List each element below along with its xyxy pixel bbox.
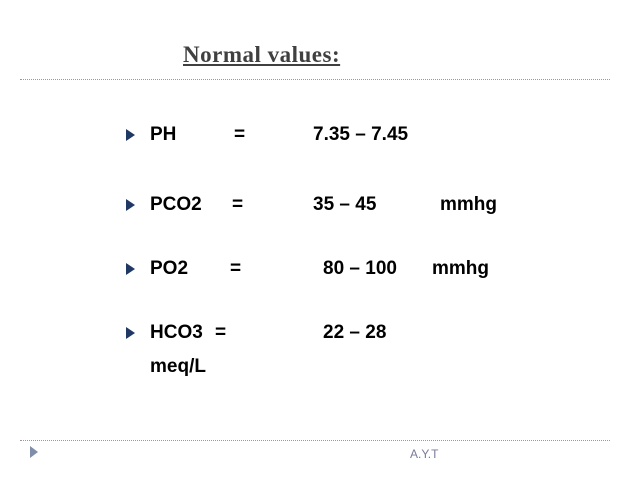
item-range: 7.35 – 7.45 (313, 124, 409, 145)
slide-title: Normal values: (183, 42, 341, 67)
bullet (126, 263, 135, 275)
item-equals: = (230, 258, 242, 279)
item-equals: = (215, 322, 227, 343)
bullet (126, 199, 135, 211)
item-label: HCO3 (150, 322, 203, 343)
item-range: 22 – 28 (323, 322, 387, 343)
item-equals: = (232, 194, 244, 215)
item-range: 35 – 45 (313, 194, 377, 215)
item-unit: mmhg (440, 194, 497, 215)
item-label: PO2 (150, 258, 189, 279)
item-unit: mmhg (432, 258, 489, 279)
divider (20, 440, 610, 441)
footer-icon (30, 446, 38, 458)
footer-text: A.Y.T (410, 447, 439, 461)
item-label: PH (150, 124, 177, 145)
bullet (126, 327, 135, 339)
item-equals: = (234, 124, 246, 145)
bullet (126, 129, 135, 141)
item-range: 80 – 100 (323, 258, 397, 279)
divider (20, 79, 610, 80)
item-unit: meq/L (150, 356, 206, 377)
item-label: PCO2 (150, 194, 202, 215)
